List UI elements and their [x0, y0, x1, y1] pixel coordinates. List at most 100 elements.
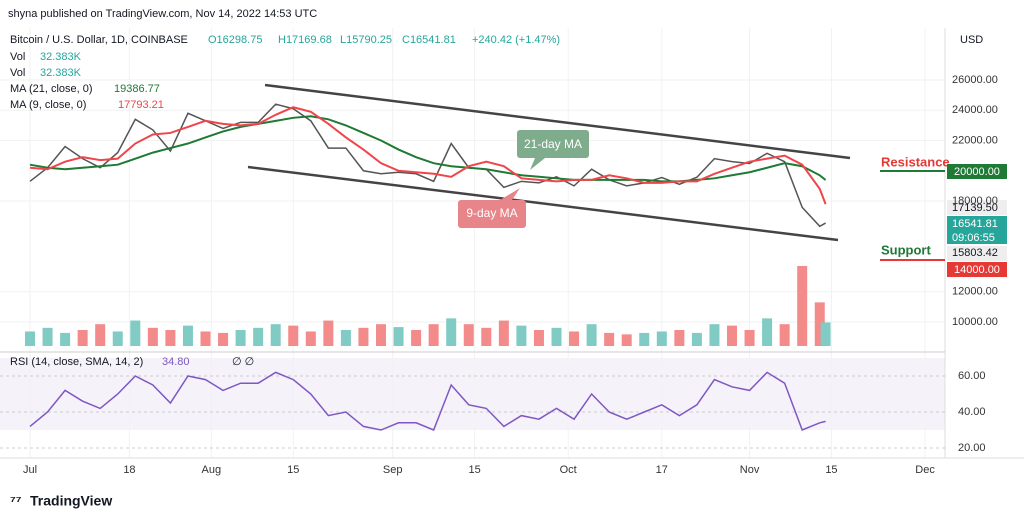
volume-bar [691, 332, 702, 346]
logo-icon: ⁷⁷ [10, 493, 22, 509]
volume-bar [674, 330, 685, 346]
volume-bar [288, 325, 299, 346]
support-label: Support [881, 242, 931, 257]
rsi-line [29, 371, 826, 431]
rsi-label: RSI (14, close, SMA, 14, 2) [10, 356, 143, 368]
x-tick-label: Aug [202, 464, 222, 476]
rsi-tick-label: 20.00 [958, 442, 986, 454]
volume-bar [165, 330, 176, 346]
symbol: Bitcoin / U.S. Dollar, 1D, COINBASE [10, 34, 188, 46]
price-label: 20000.00 [954, 166, 1000, 178]
rsi-tick-label: 60.00 [958, 370, 986, 382]
volume-bar [411, 330, 422, 346]
volume-bar [569, 331, 580, 346]
volume-bar [218, 332, 229, 346]
volume-bar [77, 330, 88, 346]
price-box [947, 164, 1007, 179]
y-tick-label: 10000.00 [952, 316, 998, 328]
volume-bar [147, 327, 158, 346]
x-tick-label: Jul [23, 464, 37, 476]
volume-bar [586, 324, 597, 346]
ohlc: H17169.68 [278, 34, 332, 46]
volume-bar [323, 320, 334, 346]
publisher: shyna published on TradingView.com, Nov … [8, 8, 317, 20]
ohlc: C16541.81 [402, 34, 456, 46]
x-tick-label: 15 [825, 464, 837, 476]
rsi-tick-label: 40.00 [958, 406, 986, 418]
volume-bar [516, 325, 527, 346]
volume-bar [551, 327, 562, 346]
volume-bar [393, 327, 404, 346]
callout-arrow [500, 188, 520, 200]
volume-bar [42, 327, 53, 346]
price-line [29, 103, 826, 228]
y-tick-label: 12000.00 [952, 286, 998, 298]
x-tick-label: 15 [287, 464, 299, 476]
volume-bar [235, 330, 246, 346]
volume-bar [604, 332, 615, 346]
volume-bar [305, 331, 316, 346]
price-label: 17139.50 [952, 202, 998, 214]
y-tick-label: 24000.00 [952, 104, 998, 116]
ma-value: 17793.21 [118, 99, 164, 111]
trend-line [264, 83, 851, 160]
volume-bar [376, 324, 386, 346]
price-line [29, 106, 827, 205]
volume-bar [656, 331, 667, 346]
vol-label: Vol [10, 51, 25, 63]
price-box [947, 262, 1007, 277]
price-label: 16541.81 [952, 218, 998, 230]
volume-bar [744, 330, 755, 346]
volume-bar [130, 320, 141, 346]
ohlc: O16298.75 [208, 34, 262, 46]
rsi-band [0, 358, 945, 430]
callout-text: 9-day MA [466, 206, 517, 220]
volume-bar [762, 318, 773, 346]
volume-bar [463, 324, 474, 346]
volume-bar [446, 318, 457, 346]
x-tick-label: Nov [740, 464, 760, 476]
rsi-value: 34.80 [162, 356, 190, 368]
ma-label: MA (21, close, 0) [10, 83, 93, 95]
price-box [947, 246, 1007, 261]
ma-value: 19386.77 [114, 83, 160, 95]
callout [517, 130, 589, 158]
volume-bar [182, 325, 193, 346]
volume-bar [428, 324, 439, 346]
currency: USD [960, 34, 983, 46]
volume-bar [621, 334, 632, 346]
y-tick-label: 18000.00 [952, 195, 998, 207]
ohlc: +240.42 (+1.47%) [472, 34, 560, 46]
trend-line [247, 165, 839, 242]
legend: Bitcoin / U.S. Dollar, 1D, COINBASE O162… [10, 34, 560, 111]
footer-logo: TradingView [30, 493, 112, 509]
volume-bar [814, 302, 825, 346]
volume-bar [481, 327, 492, 346]
x-tick-label: 18 [123, 464, 135, 476]
volume-bar [270, 324, 281, 346]
y-tick-label: 26000.00 [952, 74, 998, 86]
volume-bar [60, 332, 71, 346]
x-tick-label: 17 [656, 464, 668, 476]
y-tick-label: 22000.00 [952, 134, 998, 146]
volume-bar [709, 324, 720, 346]
vol-value: 32.383K [40, 67, 82, 79]
callout-text: 21-day MA [524, 137, 582, 151]
volume-bar [95, 324, 106, 346]
price-box [947, 200, 1007, 215]
volume-bar [727, 325, 737, 346]
volume-bar [25, 331, 35, 346]
volume-bar [820, 322, 831, 346]
x-tick-label: Dec [915, 464, 935, 476]
vol-value: 32.383K [40, 51, 82, 63]
volume-bar [639, 332, 650, 346]
x-tick-label: Oct [560, 464, 577, 476]
vol-label: Vol [10, 67, 25, 79]
x-tick-label: 15 [468, 464, 480, 476]
volume-bar [498, 320, 509, 346]
volume-bar [779, 324, 790, 346]
price-label: 15803.42 [952, 247, 998, 259]
x-tick-label: Sep [383, 464, 403, 476]
callout [458, 200, 526, 228]
rsi-extra: ∅ ∅ [232, 356, 254, 368]
